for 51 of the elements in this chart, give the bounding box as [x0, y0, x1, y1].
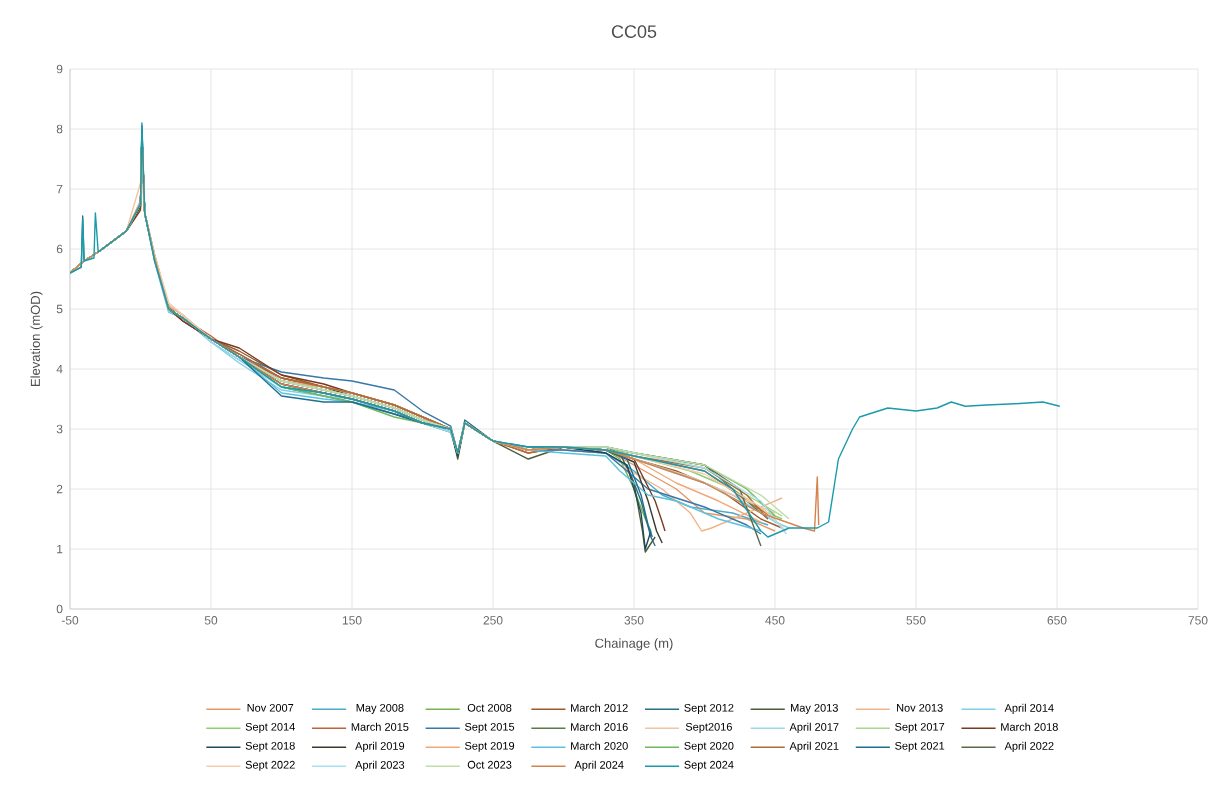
legend-label: Sept 2019	[464, 741, 515, 752]
chart-title: CC05	[611, 25, 657, 38]
legend-label: April 2017	[789, 722, 839, 734]
legend-label: April 2023	[355, 760, 405, 771]
legend-label: Nov 2013	[897, 703, 943, 712]
y-tick-label: 9	[56, 64, 63, 74]
y-tick-label: 8	[56, 124, 63, 134]
y-tick-label: 3	[56, 424, 63, 434]
y-axis-title: Elevation (mOD)	[30, 291, 43, 386]
x-tick-label: 550	[906, 616, 926, 625]
legend-label: May 2008	[356, 703, 404, 714]
x-tick-label: 450	[765, 616, 785, 625]
y-tick-label: 5	[56, 304, 63, 314]
legend-label: March 2012	[571, 703, 628, 712]
y-tick-label: 7	[56, 184, 63, 194]
x-tick-label: 650	[1047, 616, 1067, 625]
legend-label: April 2024	[574, 760, 624, 771]
legend-label: Sept 2017	[895, 722, 945, 733]
x-axis-title: Chainage (m)	[595, 638, 673, 651]
y-tick-label: 1	[57, 544, 63, 554]
y-tick-label: 0	[56, 604, 63, 614]
legend-label: March 2015	[351, 722, 409, 731]
legend-label: Oct 2008	[467, 703, 512, 712]
legend-label: Sept 2022	[245, 760, 295, 771]
legend-label: Sept 2018	[245, 741, 295, 752]
x-tick-label: 250	[483, 616, 503, 625]
legend-label: April 2014	[1004, 703, 1054, 715]
legend-label: Sept 2021	[895, 741, 945, 752]
legend-label: Nov 2007	[247, 703, 294, 712]
legend-label: March 2020	[571, 741, 628, 750]
legend-label: Oct 2023	[467, 760, 512, 769]
legend-label: Sept 2024	[684, 760, 734, 771]
y-tick-label: 2	[56, 484, 63, 494]
legend-label: Sept2016	[685, 722, 732, 733]
legend-label: May 2013	[791, 703, 838, 714]
legend-label: Sept 2012	[684, 703, 734, 714]
legend-label: Sept 2020	[684, 741, 734, 752]
legend-label: April 2019	[355, 741, 405, 752]
legend-label: Sept 2014	[245, 722, 295, 733]
y-tick-label: 4	[56, 364, 63, 374]
x-tick-label: -50	[61, 616, 79, 625]
x-tick-label: 350	[624, 616, 644, 625]
x-tick-label: 750	[1188, 616, 1208, 625]
legend-label: April 2021	[789, 741, 839, 752]
x-tick-label: 150	[342, 616, 362, 625]
y-tick-label: 6	[56, 244, 63, 254]
legend-label: April 2022	[1004, 741, 1054, 752]
legend-label: Sept 2015	[464, 722, 515, 733]
legend-label: March 2016	[571, 722, 628, 731]
legend-label: March 2018	[1001, 722, 1058, 731]
x-tick-label: 50	[204, 616, 218, 625]
